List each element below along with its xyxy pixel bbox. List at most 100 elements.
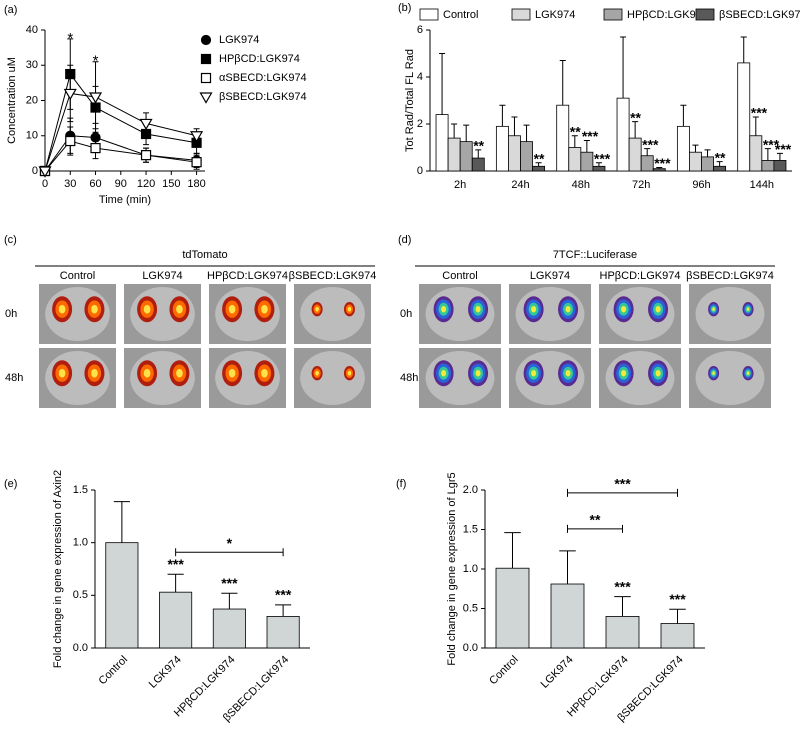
bar: [508, 135, 521, 172]
y-tick-label: 1.5: [73, 484, 88, 496]
marker: [139, 118, 153, 131]
y-tick-label: 1.5: [463, 523, 478, 535]
significance-label: ***: [751, 105, 768, 121]
panel-title: 7TCF::Luciferase: [553, 249, 637, 261]
significance-label: ***: [167, 556, 184, 572]
x-tick-label: LGK974: [147, 654, 184, 691]
signal: [531, 305, 537, 313]
fur: [300, 287, 365, 341]
bar: [556, 104, 570, 172]
legend-marker: [199, 92, 213, 104]
fur: [695, 351, 765, 405]
significance-label: ***: [654, 155, 671, 171]
signal: [143, 368, 151, 378]
significance-label: ***: [275, 587, 292, 603]
error-bar: [167, 573, 184, 593]
legend-swatch: [695, 8, 715, 21]
legend-label: LGK974: [535, 9, 575, 21]
y-tick-label: 0.5: [463, 602, 478, 614]
error-bar: [716, 161, 723, 167]
significance-label: ***: [594, 150, 611, 166]
column-label: LGK974: [530, 270, 570, 282]
error-bar: [644, 148, 651, 156]
bracket-label: **: [590, 512, 601, 528]
x-tick-label: 72h: [632, 179, 650, 191]
signal: [315, 370, 319, 376]
marker: [190, 131, 204, 143]
bar: [605, 616, 640, 649]
y-tick-label: 30: [26, 59, 38, 71]
error-bar: [632, 121, 639, 139]
x-tick-label: LGK974: [539, 654, 576, 691]
legend-swatch: [511, 8, 531, 21]
significance-bracket: [567, 488, 678, 497]
bar: [447, 137, 461, 172]
bar: [660, 623, 695, 649]
error-bar: [595, 162, 602, 167]
significance-label: **: [630, 109, 641, 125]
column-label: Control: [60, 270, 95, 282]
annotation: *: [93, 53, 99, 70]
significance-label: **: [715, 149, 726, 165]
bar: [689, 151, 702, 172]
column-label: HPβCD:LGK974: [600, 270, 681, 282]
significance-label: ***: [582, 128, 599, 144]
panel-label: (a): [4, 4, 17, 16]
marker: [38, 166, 52, 178]
panel-label: (c): [4, 234, 17, 246]
error-bar: [504, 532, 521, 569]
fur: [300, 351, 365, 405]
y-tick-label: 20: [26, 94, 38, 106]
x-tick-label: 150: [162, 178, 180, 190]
signal: [621, 369, 627, 377]
error-bar: [740, 36, 747, 63]
bar: [701, 156, 714, 172]
bar: [676, 125, 690, 172]
row-label: 48h: [400, 372, 418, 384]
bar: [212, 608, 246, 649]
bar: [568, 147, 582, 172]
legend-label: HPβCD:LGK974: [219, 53, 300, 65]
significance-label: **: [473, 138, 484, 154]
x-tick-label: 30: [64, 178, 76, 190]
x-tick-label: 2h: [454, 179, 466, 191]
signal: [315, 306, 319, 312]
signal: [746, 371, 750, 375]
significance-label: ***: [669, 591, 686, 607]
error-bar: [451, 123, 458, 139]
signal: [228, 368, 236, 378]
error-bar: [680, 104, 687, 127]
legend-label: βSBECD:LGK974: [219, 91, 307, 103]
significance-label: ***: [763, 136, 780, 152]
significance-label: ***: [775, 141, 792, 157]
y-axis-label: Concentration uM: [6, 57, 18, 144]
y-tick-label: 0.0: [463, 642, 478, 654]
signal: [347, 370, 352, 376]
signal: [347, 306, 352, 312]
legend-label: αSBECD:LGK974: [219, 72, 307, 84]
y-axis-label: Fold change in gene expression of Lgr5: [446, 472, 458, 665]
bar: [580, 151, 594, 172]
error-bar: [439, 53, 446, 115]
x-tick-label: 144h: [750, 179, 774, 191]
legend-label: βSBECD:LGK974: [719, 9, 800, 21]
signal: [746, 307, 750, 311]
error-bar: [523, 124, 530, 142]
significance-label: **: [570, 123, 581, 139]
error-bar: [620, 36, 627, 99]
panel-label: (f): [396, 478, 406, 490]
signal: [58, 368, 66, 378]
y-tick-label: 2: [417, 118, 423, 130]
bar: [471, 157, 485, 172]
panel-label: (b): [398, 2, 411, 14]
signal: [712, 371, 715, 375]
column-label: HPβCD:LGK974: [207, 270, 288, 282]
marker: [63, 88, 77, 101]
panel-label: (e): [4, 478, 17, 490]
signal: [655, 369, 661, 377]
signal: [621, 305, 627, 313]
error-bar: [571, 135, 578, 148]
significance-label: ***: [221, 575, 238, 591]
error-bar: [669, 608, 686, 624]
